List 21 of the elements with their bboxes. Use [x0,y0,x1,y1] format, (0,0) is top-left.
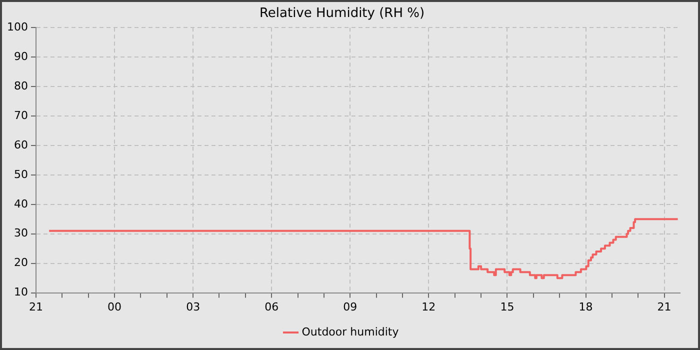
x-tick-label: 12 [422,300,436,314]
x-tick-label: 06 [264,300,279,314]
y-tick-label: 90 [14,50,28,63]
y-tick-label: 50 [14,168,28,181]
x-tick-label: 21 [657,300,672,314]
x-tick-label: 03 [186,300,200,314]
x-tick-label: 09 [343,300,358,314]
x-tick-label: 18 [578,300,593,314]
y-tick-label: 100 [6,20,28,34]
y-tick-label: 60 [14,138,28,152]
y-tick-label: 80 [14,79,28,92]
y-tick-label: 20 [14,256,28,270]
y-tick-label: 10 [14,286,28,299]
x-tick-label: 21 [28,300,43,314]
x-tick-label: 15 [500,300,514,314]
legend-label: Outdoor humidity [302,325,400,338]
chart-title: Relative Humidity (RH %) [259,6,425,22]
x-tick-label: 00 [108,300,122,314]
y-tick-label: 30 [14,226,28,240]
y-tick-label: 40 [14,197,28,210]
y-tick-label: 70 [14,108,28,122]
